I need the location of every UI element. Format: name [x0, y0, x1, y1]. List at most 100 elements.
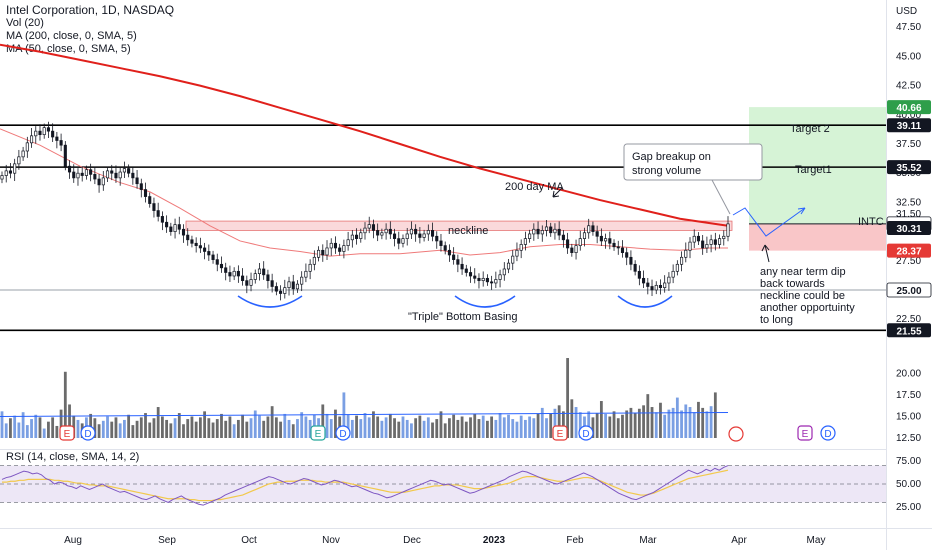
- candle-body: [338, 247, 342, 252]
- volume-bar: [393, 418, 396, 438]
- candle-body: [426, 230, 430, 235]
- chart-title: Intel Corporation, 1D, NASDAQ: [6, 3, 175, 17]
- volume-bar: [692, 412, 696, 438]
- candle-body: [59, 140, 63, 146]
- candle-body: [346, 239, 350, 246]
- candle-body: [726, 223, 730, 237]
- volume-bar: [296, 419, 299, 438]
- candle-body: [67, 165, 72, 173]
- earnings-badge-letter: E: [315, 429, 322, 440]
- price-badge-label: 21.55: [896, 326, 921, 337]
- candle-body: [363, 227, 367, 234]
- neckline-zone: [185, 220, 733, 231]
- volume-bar: [523, 419, 527, 438]
- price-badge-label: 40.66: [896, 103, 921, 114]
- volume-bar: [414, 418, 418, 438]
- candle-body: [663, 282, 667, 289]
- volume-bar: [642, 405, 645, 438]
- volume-bar: [207, 418, 211, 438]
- volume-bar: [595, 413, 599, 438]
- candle-body: [329, 242, 333, 249]
- candle-body: [646, 282, 650, 287]
- candle-body: [13, 163, 17, 174]
- candle-body: [139, 183, 143, 190]
- candle-body: [595, 231, 599, 237]
- candle-body: [207, 251, 211, 256]
- candle-body: [540, 230, 544, 235]
- volume-bar: [502, 417, 506, 438]
- candle-body: [384, 228, 388, 234]
- candle-body: [93, 174, 97, 180]
- candle-body: [291, 281, 295, 290]
- time-tick-label: Oct: [241, 535, 257, 546]
- volume-bar: [114, 417, 118, 438]
- candle-body: [295, 283, 300, 290]
- volume-bar: [511, 419, 515, 438]
- volume-bar: [17, 422, 21, 438]
- candle-body: [616, 246, 620, 249]
- volume-bar: [397, 421, 401, 438]
- target1-label: Target1: [795, 164, 832, 176]
- candle-body: [629, 256, 633, 265]
- volume-bar: [384, 417, 388, 438]
- candle-body: [266, 274, 270, 282]
- volume-bar: [291, 424, 295, 438]
- price-tick-label: 32.50: [896, 197, 921, 208]
- candle-body: [696, 235, 701, 242]
- volume-bar: [578, 412, 582, 438]
- rsi-tick-label: 50.00: [896, 479, 921, 490]
- volume-bar: [262, 420, 266, 438]
- candle-body: [350, 234, 354, 241]
- volume-bar: [401, 416, 405, 438]
- candle-body: [473, 275, 477, 279]
- candle-body: [148, 196, 152, 204]
- candle-body: [608, 238, 612, 244]
- volume-bar: [536, 413, 540, 438]
- candle-body: [186, 234, 190, 241]
- earnings-badge: [59, 425, 75, 441]
- volume-bar: [106, 416, 109, 438]
- candle-body: [587, 225, 591, 234]
- time-tick-label: Sep: [158, 535, 176, 546]
- candle-body: [105, 170, 110, 179]
- rsi-ma-line: [2, 469, 729, 502]
- dip-note-line: back towards: [760, 278, 825, 290]
- candle-body: [582, 232, 587, 239]
- candle-body: [502, 268, 506, 276]
- candle-body: [194, 242, 198, 246]
- candle-body: [654, 284, 658, 291]
- volume-bar: [372, 411, 375, 438]
- volume-bar: [616, 418, 620, 438]
- volume-bar: [38, 417, 42, 438]
- volume-bar: [118, 423, 122, 438]
- volume-bar: [47, 421, 50, 438]
- volume-bar: [388, 413, 392, 438]
- indicator-volume: Vol (20): [6, 17, 44, 29]
- target2-label: Target 2: [790, 123, 830, 135]
- volume-bar: [173, 418, 177, 438]
- candle-body: [570, 247, 574, 253]
- volume-bar: [532, 418, 536, 438]
- rsi-pane-separator: [0, 449, 886, 450]
- volume-bar: [637, 408, 641, 438]
- volume-bar: [376, 416, 380, 438]
- ma200-line: [0, 43, 729, 227]
- price-badge-label: 28.37: [896, 247, 921, 258]
- neckline-label: neckline: [448, 225, 488, 237]
- candle-body: [127, 168, 131, 174]
- candle-body: [300, 276, 304, 285]
- candle-body: [342, 245, 346, 252]
- candle-body: [97, 178, 101, 186]
- candle-body: [283, 287, 287, 294]
- volume-bar: [135, 420, 139, 438]
- candle-body: [34, 130, 38, 137]
- candle-body: [51, 130, 55, 138]
- volume-bar: [182, 424, 185, 438]
- volume-bar: [139, 417, 143, 438]
- candle-body: [4, 170, 8, 176]
- volume-bar: [258, 415, 261, 438]
- volume-bar: [566, 358, 570, 438]
- candle-body: [29, 135, 34, 144]
- volume-bar: [604, 413, 607, 438]
